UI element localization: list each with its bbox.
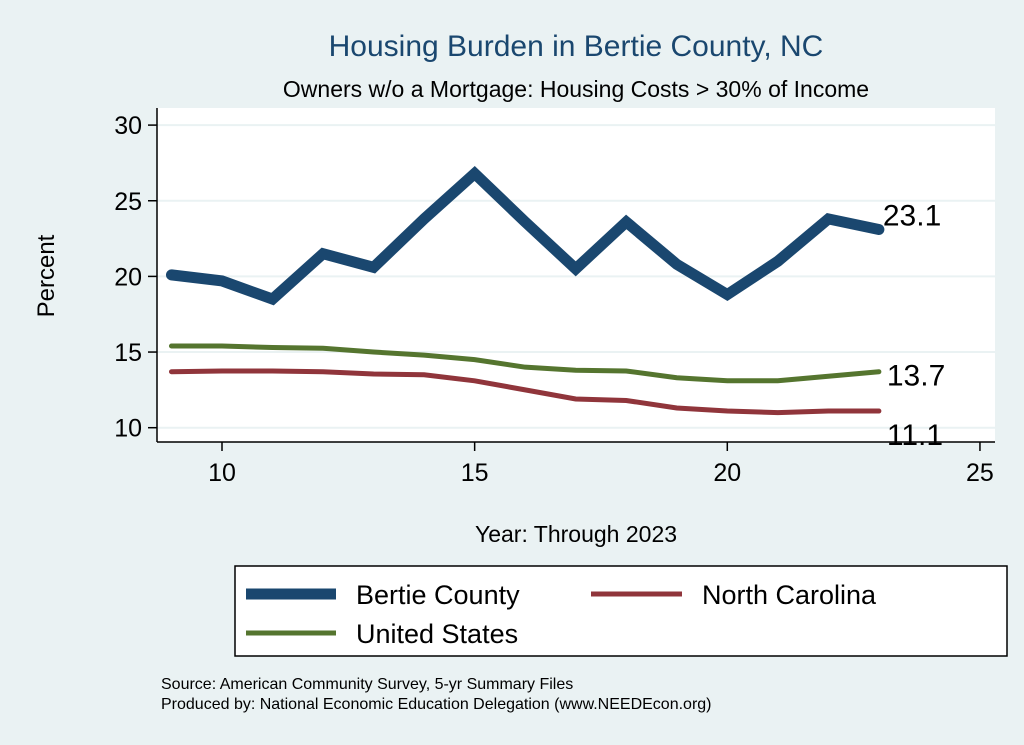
legend-label-nc: North Carolina [702, 580, 877, 610]
end-label: 23.1 [883, 199, 941, 232]
end-label: 13.7 [887, 360, 945, 393]
legend: Bertie County North Carolina United Stat… [234, 565, 1008, 657]
source-note: Source: American Community Survey, 5-yr … [161, 676, 573, 693]
y-tick-label: 15 [114, 339, 142, 367]
chart-title: Housing Burden in Bertie County, NC [329, 30, 824, 63]
x-tick-label: 25 [966, 459, 994, 487]
x-tick-label: 10 [208, 459, 236, 487]
end-label: 11.1 [887, 419, 943, 452]
legend-label-bertie: Bertie County [356, 580, 520, 610]
produced-note: Produced by: National Economic Education… [161, 696, 712, 713]
y-axis-label: Percent [33, 234, 60, 317]
chart-subtitle: Owners w/o a Mortgage: Housing Costs > 3… [283, 76, 869, 102]
y-tick-label: 30 [114, 112, 142, 140]
y-tick-label: 20 [114, 263, 142, 291]
y-tick-label: 25 [114, 188, 142, 216]
legend-box [234, 565, 1008, 657]
y-tick-label: 10 [114, 415, 142, 443]
x-tick-label: 20 [713, 459, 741, 487]
x-axis-label: Year: Through 2023 [475, 521, 677, 547]
legend-label-us: United States [356, 619, 518, 649]
x-tick-label: 15 [461, 459, 489, 487]
